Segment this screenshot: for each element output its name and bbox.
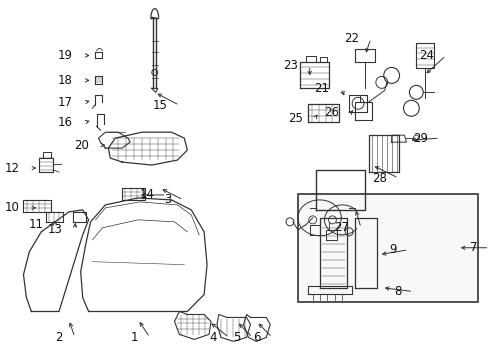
Text: 3: 3 bbox=[164, 193, 171, 206]
Text: 24: 24 bbox=[418, 49, 433, 62]
Text: 26: 26 bbox=[324, 106, 339, 119]
Text: 22: 22 bbox=[344, 32, 358, 45]
Text: 13: 13 bbox=[48, 223, 63, 236]
Text: 10: 10 bbox=[4, 201, 20, 215]
Text: 5: 5 bbox=[233, 331, 240, 344]
Text: 19: 19 bbox=[58, 49, 73, 62]
Text: 28: 28 bbox=[371, 171, 386, 185]
Text: 8: 8 bbox=[393, 285, 401, 298]
Text: 20: 20 bbox=[74, 139, 88, 152]
Text: 2: 2 bbox=[55, 331, 63, 344]
Text: 14: 14 bbox=[140, 188, 154, 202]
Text: 12: 12 bbox=[4, 162, 20, 175]
Text: 27: 27 bbox=[333, 221, 348, 234]
Text: 6: 6 bbox=[252, 331, 260, 344]
Bar bbox=[297, 194, 477, 302]
Text: 23: 23 bbox=[283, 59, 297, 72]
Text: 17: 17 bbox=[58, 96, 73, 109]
Text: 16: 16 bbox=[58, 116, 73, 129]
Text: 21: 21 bbox=[314, 82, 329, 95]
Text: 4: 4 bbox=[209, 331, 217, 344]
Text: 29: 29 bbox=[412, 132, 427, 145]
Text: 15: 15 bbox=[152, 99, 167, 112]
Text: 1: 1 bbox=[130, 331, 138, 344]
Text: 11: 11 bbox=[28, 218, 43, 231]
Text: 18: 18 bbox=[58, 74, 73, 87]
Text: 9: 9 bbox=[388, 243, 396, 256]
Text: 7: 7 bbox=[469, 241, 477, 254]
Text: 25: 25 bbox=[287, 112, 302, 125]
